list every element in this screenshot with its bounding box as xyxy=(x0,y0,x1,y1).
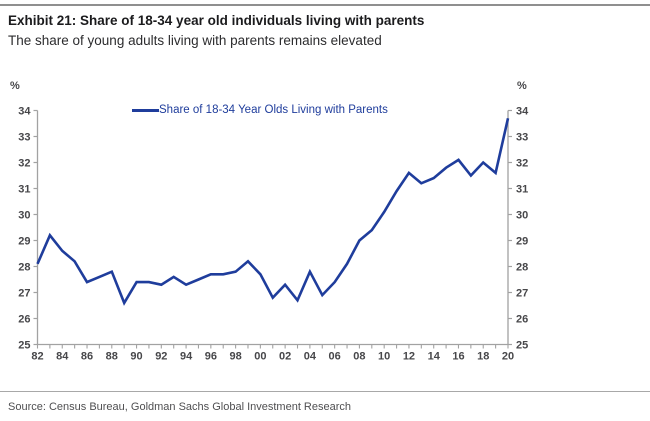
x-tick-label: 98 xyxy=(229,351,241,363)
x-tick-label: 96 xyxy=(205,351,217,363)
y-tick-label-right: 29 xyxy=(516,236,528,248)
y-tick-label-right: 31 xyxy=(516,184,528,196)
x-tick-label: 18 xyxy=(477,351,489,363)
y-tick-label-left: 34 xyxy=(18,106,31,118)
x-tick-label: 90 xyxy=(130,351,142,363)
x-tick-label: 00 xyxy=(254,351,266,363)
legend: Share of 18-34 Year Olds Living with Par… xyxy=(132,104,388,116)
legend-line-swatch xyxy=(132,108,159,112)
y-tick-label-right: 30 xyxy=(516,210,528,222)
x-tick-label: 08 xyxy=(353,351,365,363)
y-tick-label-left: 29 xyxy=(18,236,30,248)
top-divider xyxy=(0,4,650,6)
y-tick-label-right: 26 xyxy=(516,314,528,326)
y-tick-label-left: 30 xyxy=(18,210,30,222)
y-axis-unit-left: % xyxy=(10,80,20,92)
y-tick-label-right: 27 xyxy=(516,288,528,300)
x-tick-label: 14 xyxy=(428,351,441,363)
x-tick-label: 92 xyxy=(155,351,167,363)
bottom-divider xyxy=(0,391,650,392)
y-tick-label-right: 32 xyxy=(516,158,528,170)
legend-label: Share of 18-34 Year Olds Living with Par… xyxy=(159,104,388,116)
y-tick-label-left: 31 xyxy=(18,184,30,196)
x-tick-label: 06 xyxy=(329,351,341,363)
y-tick-label-left: 27 xyxy=(18,288,30,300)
y-tick-label-left: 32 xyxy=(18,158,30,170)
x-tick-label: 12 xyxy=(403,351,415,363)
exhibit-subtitle: The share of young adults living with pa… xyxy=(8,33,382,48)
y-tick-label-left: 28 xyxy=(18,262,30,274)
x-tick-label: 16 xyxy=(452,351,464,363)
y-tick-label-right: 34 xyxy=(516,106,529,118)
x-tick-label: 04 xyxy=(304,351,317,363)
x-tick-label: 02 xyxy=(279,351,291,363)
exhibit-title: Exhibit 21: Share of 18-34 year old indi… xyxy=(8,13,425,28)
y-tick-label-right: 25 xyxy=(516,340,528,352)
y-tick-label-right: 28 xyxy=(516,262,528,274)
x-tick-label: 10 xyxy=(378,351,390,363)
x-tick-label: 86 xyxy=(81,351,93,363)
y-tick-label-right: 33 xyxy=(516,132,528,144)
x-tick-label: 20 xyxy=(502,351,514,363)
y-tick-label-left: 26 xyxy=(18,314,30,326)
x-tick-label: 84 xyxy=(56,351,69,363)
y-tick-label-left: 33 xyxy=(18,132,30,144)
y-tick-label-left: 25 xyxy=(18,340,30,352)
source-note: Source: Census Bureau, Goldman Sachs Glo… xyxy=(8,401,352,413)
data-line xyxy=(36,118,510,306)
x-tick-label: 94 xyxy=(180,351,193,363)
y-axis-unit-right: % xyxy=(517,80,527,92)
x-tick-label: 82 xyxy=(31,351,43,363)
x-tick-label: 88 xyxy=(106,351,118,363)
